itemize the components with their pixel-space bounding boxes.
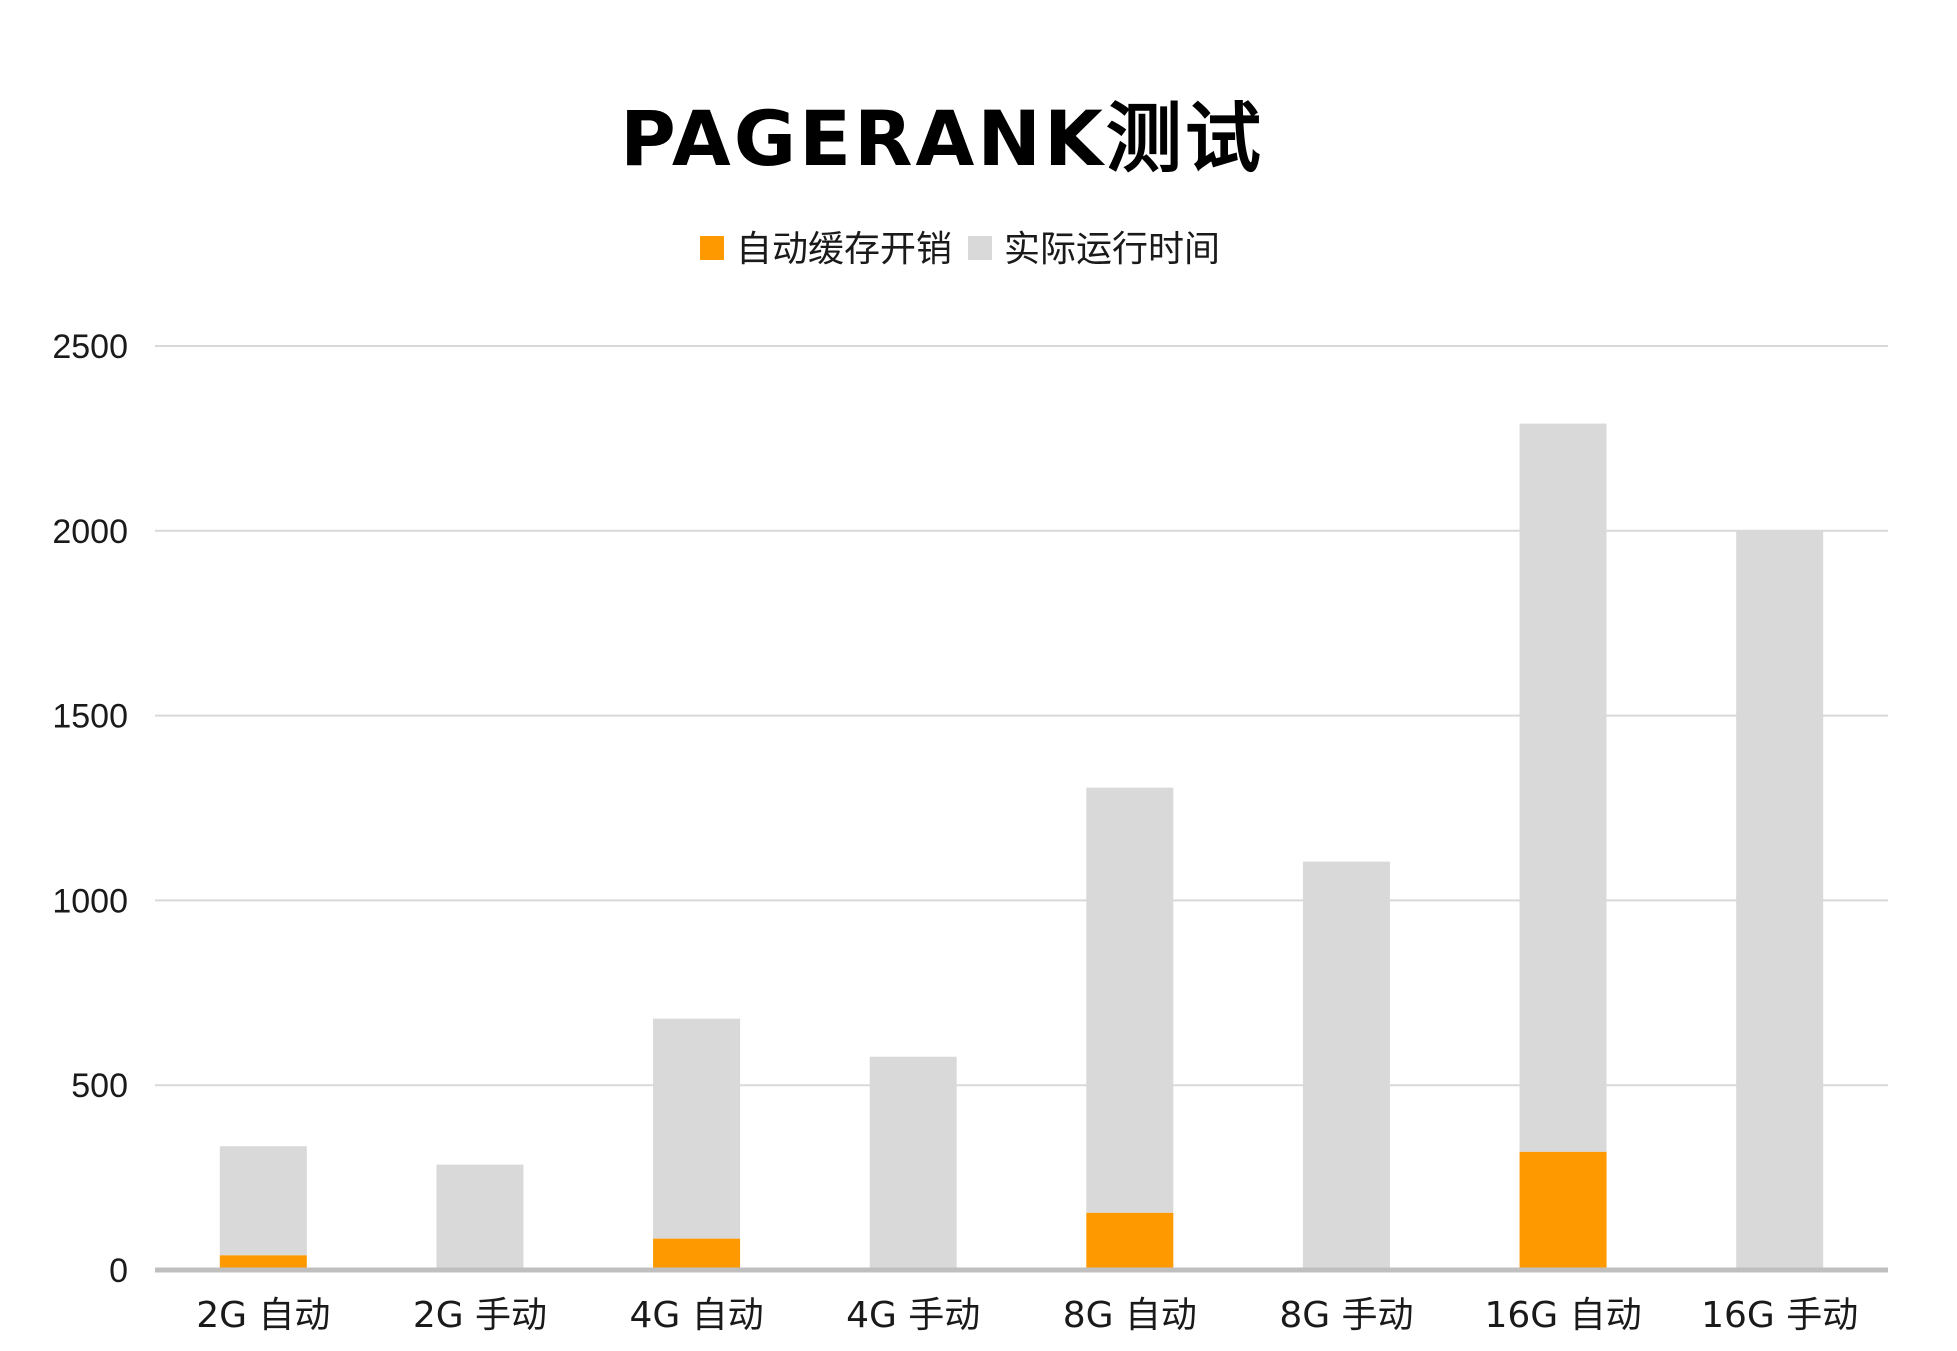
y-axis-ticks: 0 500 1000 1500 2000 2500 [52,328,128,1290]
bars [219,423,1824,1270]
bar-auto-cache-overhead-6 [1519,1151,1607,1270]
y-tick-label: 1500 [52,698,128,736]
y-tick-label: 500 [71,1067,128,1105]
bar-actual-runtime-3 [869,1056,957,1270]
legend-label-1: 实际运行时间 [1004,229,1220,270]
bar-actual-runtime-6 [1519,423,1607,1152]
y-tick-label: 2500 [52,328,128,366]
bar-actual-runtime-5 [1302,861,1390,1270]
bar-actual-runtime-0 [219,1146,307,1256]
x-tick-label: 16G 自动 [1484,1295,1641,1336]
bar-actual-runtime-7 [1736,530,1824,1270]
chart-title: PAGERANK测试 [620,94,1264,183]
x-tick-label: 8G 手动 [1279,1295,1413,1336]
x-tick-label: 2G 自动 [196,1295,330,1336]
legend-swatch-1 [968,236,993,260]
x-tick-label: 2G 手动 [413,1295,547,1336]
bar-actual-runtime-1 [436,1164,524,1270]
legend: 自动缓存开销 实际运行时间 [700,229,1220,270]
bar-actual-runtime-4 [1086,787,1174,1213]
y-tick-label: 0 [109,1252,128,1290]
legend-label-0: 自动缓存开销 [736,229,952,270]
x-tick-label: 4G 手动 [846,1295,980,1336]
x-tick-label: 16G 手动 [1701,1295,1858,1336]
x-axis-labels: 2G 自动 2G 手动 4G 自动 4G 手动 8G 自动 8G 手动 16G 自动 16G … [196,1295,1858,1336]
y-tick-label: 2000 [52,513,128,551]
x-tick-label: 4G 自动 [629,1295,763,1336]
bar-actual-runtime-2 [653,1018,741,1239]
bar-auto-cache-overhead-2 [653,1238,741,1270]
bar-auto-cache-overhead-0 [219,1255,307,1270]
legend-swatch-0 [700,236,724,260]
y-tick-label: 1000 [52,882,128,920]
gridlines [155,345,1888,1087]
x-tick-label: 8G 自动 [1063,1295,1197,1336]
bar-auto-cache-overhead-4 [1086,1212,1174,1270]
